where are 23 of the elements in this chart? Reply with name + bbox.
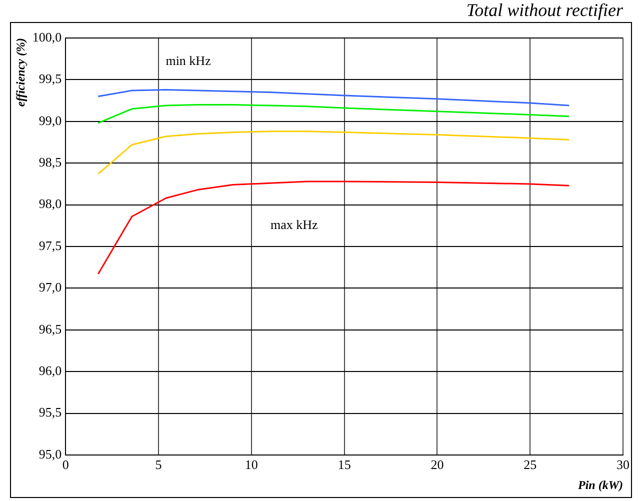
chart-title: Total without rectifier: [466, 0, 623, 21]
y-axis-title: efficiency (%): [13, 38, 28, 107]
annotation: max kHz: [270, 217, 318, 232]
x-tick-label: 15: [338, 457, 351, 472]
y-tick-label: 96,5: [38, 321, 62, 336]
annotation: min kHz: [166, 53, 212, 68]
y-tick-label: 99,5: [38, 71, 62, 86]
x-tick-label: 0: [62, 457, 69, 472]
x-tick-label: 30: [616, 457, 630, 472]
y-tick-label: 97,0: [38, 280, 62, 295]
x-tick-label: 20: [430, 457, 444, 472]
x-tick-label: 10: [244, 457, 258, 472]
y-tick-label: 95,5: [38, 404, 62, 420]
y-tick-label: 98,5: [38, 154, 62, 170]
x-axis-title: Pin (kW): [578, 478, 624, 492]
y-tick-label: 100,0: [32, 29, 62, 44]
x-tick-label: 5: [155, 457, 162, 472]
y-tick-label: 95,0: [38, 446, 62, 462]
y-tick-label: 98,0: [38, 196, 62, 212]
y-tick-label: 96,0: [38, 363, 62, 378]
x-tick-label: 25: [524, 457, 537, 472]
y-tick-label: 97,5: [38, 238, 62, 253]
y-tick-label: 99,0: [38, 112, 62, 128]
